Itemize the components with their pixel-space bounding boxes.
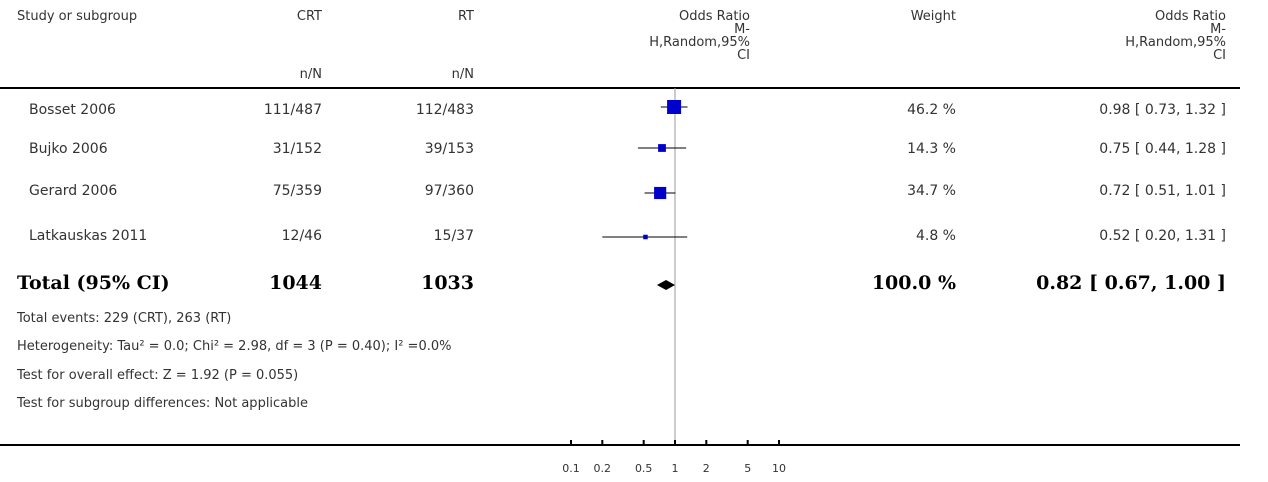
pooled-diamond	[656, 280, 675, 290]
header-crt: CRT	[296, 9, 322, 24]
ci-value: 0.98 [ 0.73, 1.32 ]	[1099, 102, 1226, 118]
total-events: Total events: 229 (CRT), 263 (RT)	[17, 311, 232, 326]
header-rt-sub: n/N	[451, 67, 474, 82]
header-crt-sub: n/N	[299, 67, 322, 82]
heterogeneity: Heterogeneity: Tau² = 0.0; Chi² = 2.98, …	[17, 339, 452, 354]
crt-value: 75/359	[272, 183, 322, 199]
crt-value: 111/487	[263, 102, 322, 118]
axis-tick-label: 0.5	[635, 462, 653, 475]
plot-title-line-4: CI	[737, 48, 750, 63]
weight-value: 4.8 %	[915, 228, 956, 244]
axis-tick-label: 0.1	[562, 462, 580, 475]
ci-value: 0.52 [ 0.20, 1.31 ]	[1099, 228, 1226, 244]
subgroup-differences: Test for subgroup differences: Not appli…	[17, 396, 309, 411]
or-title-line-4: CI	[1213, 48, 1226, 63]
header-plot-title: Odds Ratio M- H,Random,95% CI	[600, 10, 750, 62]
weight-value: 34.7 %	[907, 183, 956, 199]
axis-tick-label: 5	[744, 462, 751, 475]
header-rt: RT	[457, 9, 474, 24]
study-marker	[658, 144, 666, 152]
rt-value: 15/37	[433, 228, 474, 244]
axis-tick-label: 10	[772, 462, 786, 475]
ci-value: 0.72 [ 0.51, 1.01 ]	[1099, 183, 1226, 199]
total-rt: 1033	[421, 272, 474, 294]
weight-value: 46.2 %	[907, 102, 956, 118]
study-name: Bujko 2006	[29, 141, 108, 157]
axis-tick-label: 2	[703, 462, 710, 475]
axis-tick-label: 1	[672, 462, 679, 475]
total-weight: 100.0 %	[871, 272, 956, 294]
header-rule	[0, 87, 1240, 89]
plot-title-line-1: Odds Ratio	[678, 9, 750, 24]
header-or-title: Odds Ratio M- H,Random,95% CI	[1100, 10, 1226, 62]
header-study: Study or subgroup	[17, 9, 138, 24]
overall-effect: Test for overall effect: Z = 1.92 (P = 0…	[17, 368, 299, 383]
crt-value: 12/46	[281, 228, 322, 244]
total-label: Total (95% CI)	[17, 272, 170, 294]
study-marker	[667, 100, 682, 114]
or-title-line-3: H,Random,95%	[1125, 35, 1226, 50]
or-title-line-1: Odds Ratio	[1154, 9, 1226, 24]
bottom-rule	[0, 444, 1240, 446]
weight-value: 14.3 %	[907, 141, 956, 157]
plot-title-line-2: M-	[734, 22, 750, 37]
total-ci: 0.82 [ 0.67, 1.00 ]	[1036, 272, 1226, 294]
plot-title-line-3: H,Random,95%	[649, 35, 750, 50]
study-name: Gerard 2006	[29, 183, 118, 199]
total-crt: 1044	[269, 272, 322, 294]
study-name: Bosset 2006	[29, 102, 116, 118]
header-weight: Weight	[910, 9, 956, 24]
axis-tick-label: 0.2	[594, 462, 612, 475]
study-marker	[643, 234, 648, 240]
rt-value: 39/153	[424, 141, 474, 157]
or-title-line-2: M-	[1210, 22, 1226, 37]
rt-value: 112/483	[415, 102, 474, 118]
study-name: Latkauskas 2011	[29, 228, 148, 244]
crt-value: 31/152	[272, 141, 322, 157]
rt-value: 97/360	[424, 183, 474, 199]
ci-value: 0.75 [ 0.44, 1.28 ]	[1099, 141, 1226, 157]
study-marker	[654, 186, 667, 200]
